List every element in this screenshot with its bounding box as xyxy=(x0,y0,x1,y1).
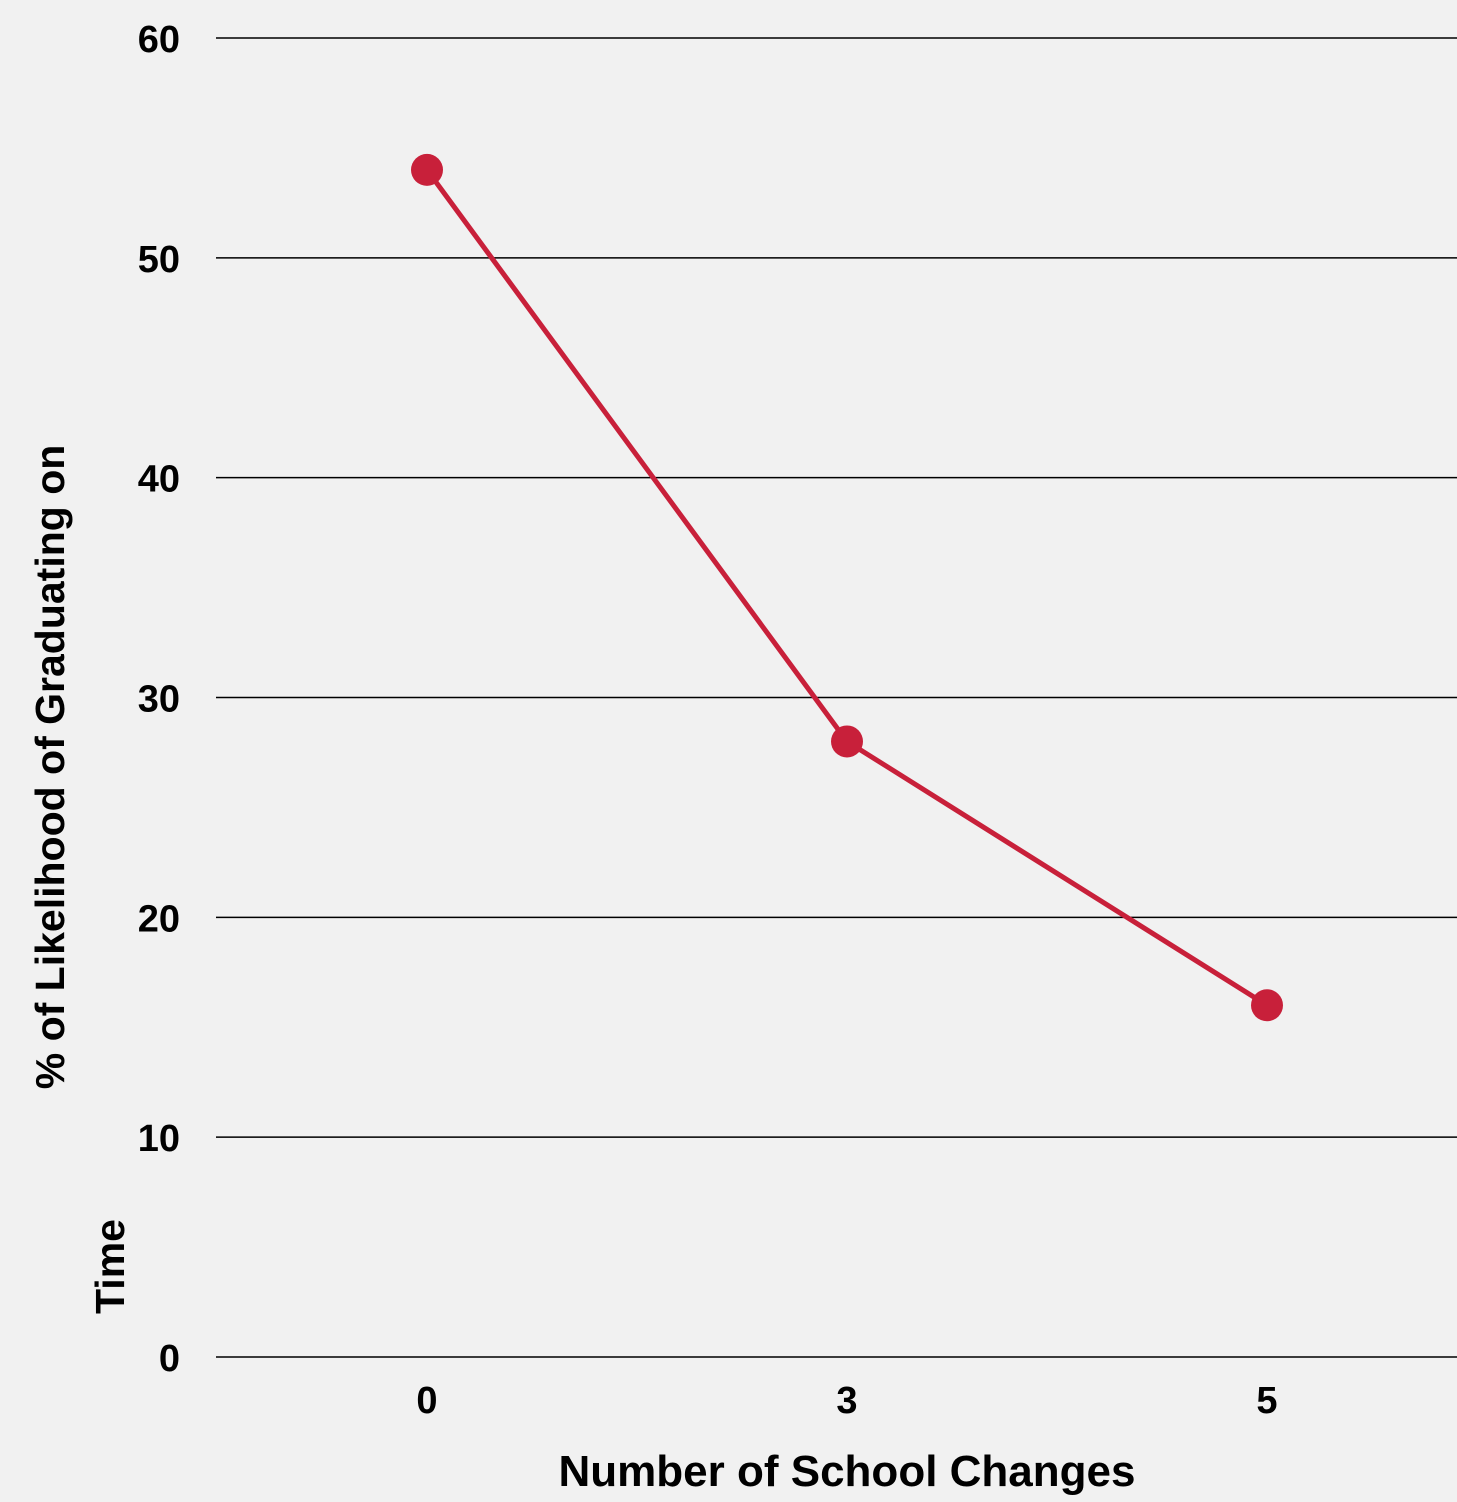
y-axis-title-line-2: Time xyxy=(87,1219,133,1314)
data-point-5 xyxy=(1251,989,1283,1022)
y-tick-label-0: 0 xyxy=(159,1338,180,1380)
y-axis-tick-labels: 0 10 20 30 40 50 60 xyxy=(138,19,180,1380)
data-point-3 xyxy=(831,725,863,758)
x-axis-tick-labels: 0 3 5 xyxy=(416,1380,1277,1422)
y-tick-label-50: 50 xyxy=(138,239,180,281)
y-axis-title: % of Likelihood of Graduating on Time xyxy=(27,445,133,1314)
x-axis-title: Number of School Changes xyxy=(559,1447,1136,1496)
data-point-0 xyxy=(411,153,443,186)
y-axis-title-line-1: % of Likelihood of Graduating on xyxy=(27,445,73,1090)
x-tick-label-0: 0 xyxy=(416,1380,437,1422)
x-tick-label-3: 3 xyxy=(836,1380,857,1422)
y-tick-label-20: 20 xyxy=(138,898,180,940)
series-group xyxy=(411,153,1283,1022)
y-tick-label-30: 30 xyxy=(138,679,180,721)
y-tick-label-40: 40 xyxy=(138,459,180,501)
y-tick-label-60: 60 xyxy=(138,19,180,61)
y-tick-label-10: 10 xyxy=(138,1118,180,1160)
gridlines xyxy=(216,37,1457,1358)
x-tick-label-5: 5 xyxy=(1256,1380,1277,1422)
